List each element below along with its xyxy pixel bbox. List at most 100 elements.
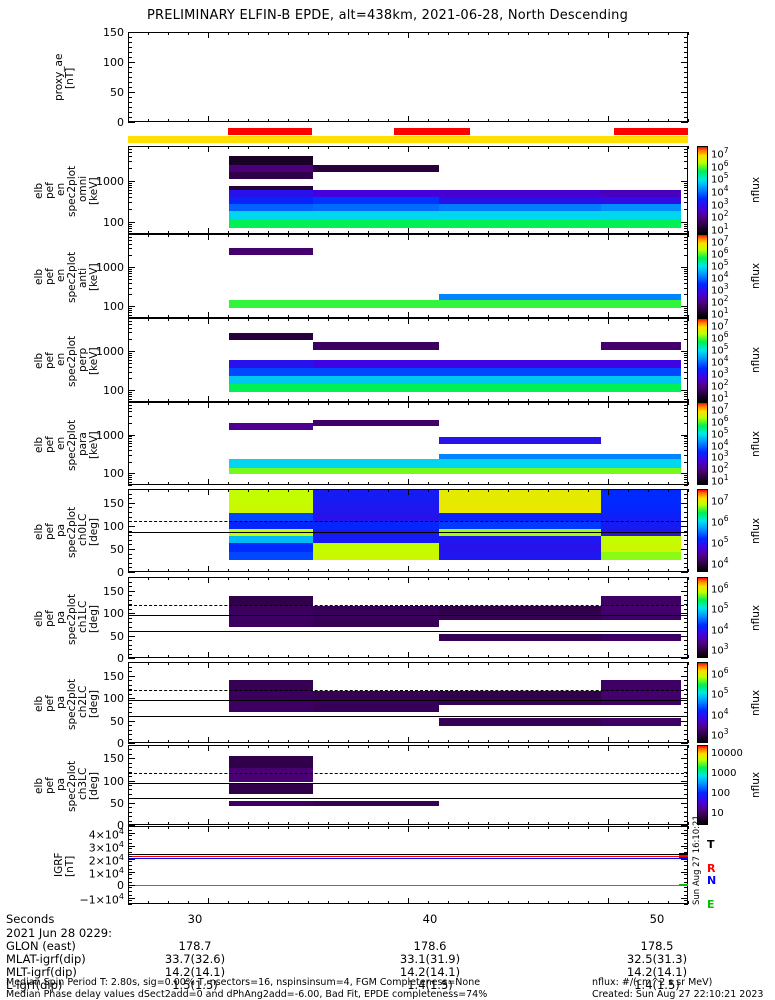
tickmark bbox=[248, 489, 249, 492]
tickmark bbox=[128, 826, 129, 829]
tickmark bbox=[568, 119, 569, 122]
status-bar-red-1 bbox=[394, 128, 470, 135]
tickmark bbox=[228, 655, 229, 658]
tickmark bbox=[128, 357, 132, 359]
pa-cell bbox=[313, 801, 439, 807]
tickmark bbox=[128, 477, 132, 479]
tickmark bbox=[548, 318, 549, 321]
tickmark bbox=[128, 662, 132, 663]
tickmark bbox=[148, 146, 149, 149]
tickmark bbox=[128, 392, 132, 393]
tickmark bbox=[128, 72, 132, 73]
tickmark bbox=[408, 146, 409, 152]
tickmark bbox=[684, 820, 688, 822]
tickmark bbox=[168, 569, 169, 572]
tickmark bbox=[208, 228, 209, 234]
ytick-pa-ch2lc-2: 50 bbox=[110, 714, 124, 728]
tickmark bbox=[684, 332, 688, 334]
tickmark bbox=[128, 544, 132, 546]
tickmark bbox=[684, 811, 688, 813]
pa-cell bbox=[439, 690, 601, 699]
tickmark bbox=[688, 119, 689, 122]
tickmark bbox=[368, 655, 369, 658]
tickmark bbox=[684, 644, 688, 646]
tickmark bbox=[288, 489, 289, 492]
tickmark bbox=[128, 489, 132, 490]
tickmark bbox=[128, 117, 132, 118]
tickmark bbox=[448, 315, 449, 318]
ytick-en-anti-1: 100 bbox=[103, 300, 124, 314]
tickmark bbox=[508, 569, 509, 572]
tickmark bbox=[128, 402, 129, 405]
tickmark bbox=[648, 402, 649, 405]
tickmark bbox=[128, 102, 132, 103]
tickmark bbox=[684, 869, 688, 871]
tickmark bbox=[684, 702, 688, 704]
pa-cell bbox=[229, 513, 313, 522]
tickmark bbox=[128, 407, 132, 409]
tickmark bbox=[684, 161, 688, 163]
tickmark bbox=[684, 225, 688, 227]
tickmark bbox=[648, 234, 649, 237]
tickmark bbox=[228, 119, 229, 122]
tickmark bbox=[668, 655, 669, 658]
panel-ylabel-pa-ch0lc: elb bbox=[33, 523, 45, 540]
tickmark bbox=[688, 662, 689, 665]
tickmark bbox=[684, 604, 688, 605]
tickmark bbox=[328, 569, 329, 572]
tickmark bbox=[448, 231, 449, 234]
pa-cell bbox=[439, 503, 601, 514]
tickmark bbox=[468, 569, 469, 572]
panel-pa-ch3lc bbox=[128, 745, 688, 825]
tickmark bbox=[128, 359, 132, 361]
tickmark bbox=[188, 146, 189, 149]
tickmark bbox=[684, 865, 688, 866]
tickmark bbox=[684, 558, 688, 560]
spectro-cell bbox=[229, 185, 313, 191]
tickmark bbox=[128, 155, 132, 157]
bottom-row-label: MLAT-igrf(dip) bbox=[6, 952, 86, 966]
tickmark bbox=[328, 822, 329, 825]
tickmark bbox=[168, 740, 169, 743]
panel-ylabel-en-para: pef bbox=[44, 435, 56, 453]
tickmark bbox=[128, 161, 132, 163]
tickmark bbox=[681, 858, 688, 860]
ytick-igrf-0: 4×104 bbox=[88, 826, 124, 842]
tickmark bbox=[548, 119, 549, 122]
colorbar-label: 101 bbox=[711, 390, 729, 405]
tickmark bbox=[684, 184, 688, 186]
tickmark bbox=[684, 613, 688, 614]
pa-cell bbox=[229, 552, 313, 561]
tickmark bbox=[388, 482, 389, 485]
tickmark bbox=[628, 231, 629, 234]
pa-cell bbox=[313, 521, 439, 529]
tickmark bbox=[148, 662, 149, 665]
igrf-axis-mark bbox=[679, 883, 688, 886]
tickmark bbox=[684, 82, 688, 83]
tickmark bbox=[128, 192, 132, 194]
tickmark bbox=[208, 116, 209, 122]
tickmark bbox=[508, 315, 509, 318]
tickmark bbox=[128, 378, 132, 380]
tickmark bbox=[228, 745, 229, 748]
pa-cell bbox=[229, 596, 313, 606]
tickmark bbox=[684, 780, 688, 782]
tickmark bbox=[408, 745, 409, 751]
tickmark bbox=[668, 119, 669, 122]
pa-cell bbox=[229, 680, 313, 691]
pa-cell bbox=[601, 536, 681, 544]
panel-ylabel-en-omni: pef bbox=[44, 182, 56, 199]
ytick-pa-ch2lc-3: 0 bbox=[117, 737, 124, 750]
tickmark bbox=[548, 32, 549, 35]
panel-plot-pa-ch0lc bbox=[129, 490, 687, 571]
tickmark bbox=[684, 228, 688, 229]
tickmark bbox=[428, 662, 429, 665]
tickmark bbox=[508, 402, 509, 405]
colorbar-label: 107 bbox=[711, 401, 729, 417]
tickmark bbox=[688, 577, 689, 580]
tickmark bbox=[348, 32, 349, 35]
tickmark bbox=[268, 662, 269, 665]
tickmark bbox=[268, 569, 269, 572]
tickmark bbox=[668, 569, 669, 572]
spectro-cell bbox=[229, 190, 313, 198]
